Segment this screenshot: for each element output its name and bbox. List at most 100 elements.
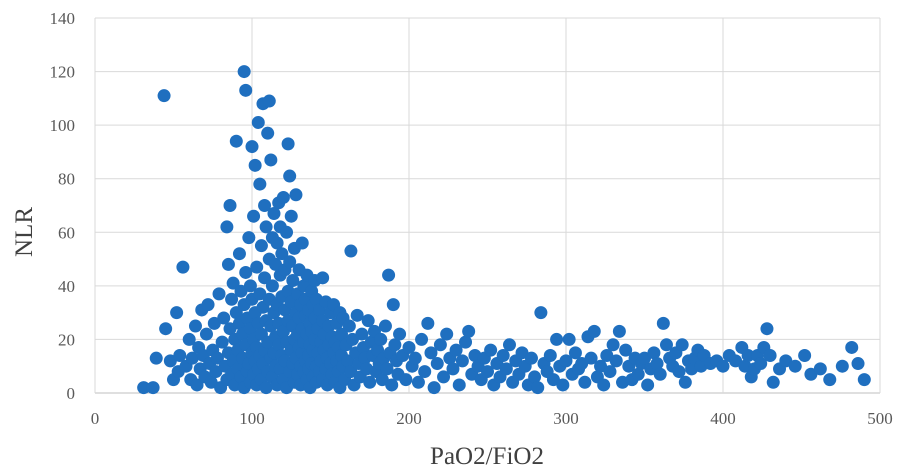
data-point [207, 316, 221, 330]
y-tick-label: 20 [58, 330, 75, 349]
x-axis-title: PaO2/FiO2 [430, 443, 544, 470]
data-point [647, 346, 661, 360]
data-point [559, 354, 573, 368]
data-point [182, 332, 196, 346]
data-point [342, 319, 356, 333]
data-point [650, 357, 664, 371]
data-point [251, 115, 265, 129]
data-point [280, 225, 294, 239]
y-tick-labels: 0 20 40 60 80 100 120 140 [50, 9, 76, 403]
data-point [146, 381, 160, 395]
data-point [258, 199, 272, 212]
data-point [437, 370, 451, 384]
x-tick-label: 500 [867, 409, 893, 428]
data-point [229, 306, 243, 320]
data-point [173, 349, 187, 362]
data-point [612, 324, 626, 338]
data-point [247, 209, 261, 223]
data-point [659, 338, 673, 352]
data-point [223, 322, 237, 336]
data-point [845, 340, 859, 354]
data-point [499, 362, 513, 376]
data-point [212, 287, 226, 301]
data-point [204, 375, 218, 389]
data-point [446, 362, 460, 376]
data-point [804, 367, 818, 381]
data-point [851, 357, 865, 371]
data-point [344, 365, 358, 379]
data-point [546, 373, 560, 387]
data-point [823, 373, 837, 387]
data-point [229, 134, 243, 148]
data-point [276, 324, 290, 338]
data-point [388, 338, 402, 352]
x-tick-label: 300 [553, 409, 579, 428]
y-tick-label: 100 [50, 116, 76, 135]
data-point [264, 153, 278, 167]
data-point [157, 89, 171, 103]
data-point [766, 375, 780, 389]
data-point [760, 322, 774, 336]
data-point [232, 247, 246, 261]
data-point [267, 207, 281, 221]
data-point [163, 354, 177, 368]
data-point [375, 373, 389, 387]
data-point [678, 375, 692, 389]
data-point [741, 349, 755, 362]
data-point [248, 158, 262, 172]
data-point [462, 324, 476, 338]
data-point [283, 169, 297, 183]
y-tick-label: 140 [50, 9, 76, 28]
data-point [619, 343, 633, 357]
data-point [543, 349, 557, 362]
y-axis-title: NLR [11, 207, 38, 257]
data-point [210, 351, 224, 365]
data-point [217, 311, 231, 325]
data-point [276, 190, 290, 204]
data-point [185, 351, 199, 365]
data-point [641, 378, 655, 392]
data-point [729, 354, 743, 368]
data-point [578, 375, 592, 389]
data-point [220, 220, 234, 234]
y-tick-label: 120 [50, 63, 76, 82]
data-point [149, 351, 163, 365]
data-point [393, 327, 407, 341]
data-point [481, 365, 494, 379]
data-point [515, 346, 529, 360]
data-point [380, 362, 394, 376]
data-point [253, 177, 267, 191]
gridlines [94, 17, 881, 394]
data-point [603, 365, 617, 379]
x-tick-labels: 0 100 200 300 400 500 [91, 409, 893, 428]
data-point [556, 378, 570, 392]
data-point [237, 65, 251, 79]
data-point [402, 340, 416, 354]
data-point [455, 354, 469, 368]
x-tick-label: 0 [91, 409, 100, 428]
data-point [675, 338, 689, 352]
x-tick-label: 400 [710, 409, 736, 428]
data-point [524, 351, 538, 365]
data-point [345, 332, 359, 346]
data-point [289, 188, 303, 202]
data-point [452, 378, 466, 392]
data-point [631, 367, 645, 381]
data-point [190, 378, 204, 392]
y-tick-label: 80 [58, 170, 75, 189]
data-point [258, 271, 272, 285]
data-point [594, 359, 608, 373]
data-point [239, 83, 253, 97]
data-point [798, 349, 812, 362]
data-point [385, 378, 399, 392]
data-point [531, 381, 545, 395]
data-point [334, 327, 348, 341]
data-point [170, 306, 184, 320]
data-point [399, 373, 413, 387]
data-point [754, 357, 768, 371]
data-point [286, 274, 300, 287]
data-point [597, 378, 611, 392]
data-point [262, 94, 276, 108]
data-point [176, 260, 190, 274]
